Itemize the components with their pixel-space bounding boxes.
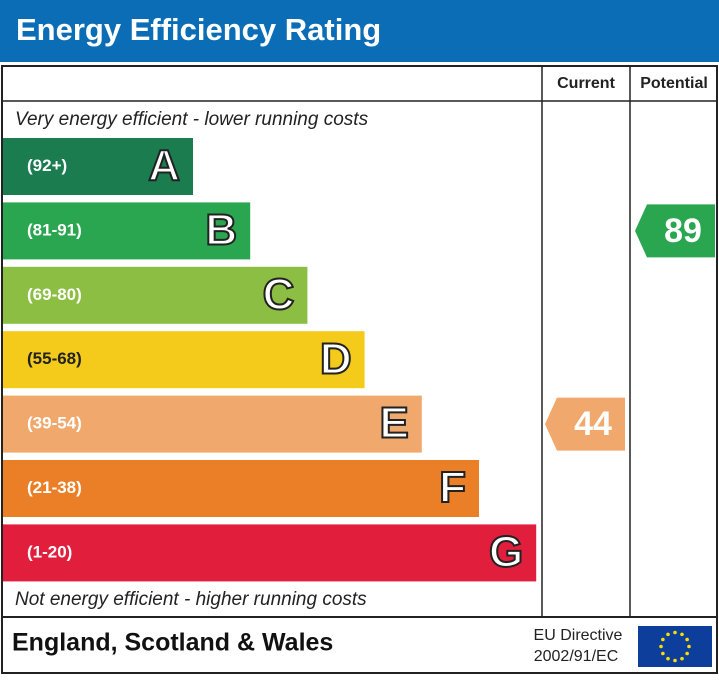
eu-stars — [659, 630, 691, 663]
band-bar — [3, 460, 479, 517]
band-letter: E — [379, 399, 408, 448]
band-range: (92+) — [27, 156, 67, 175]
rating-arrow — [545, 397, 625, 451]
bottom-note: Not energy efficient - higher running co… — [15, 589, 367, 610]
rating-value: 44 — [574, 405, 612, 443]
band-letter: F — [439, 463, 466, 512]
eu-star — [661, 637, 665, 642]
band-range: (21-38) — [27, 478, 82, 497]
band-bar — [3, 331, 365, 389]
footer-directive: EU Directive — [534, 627, 623, 644]
band-bar — [3, 266, 308, 324]
title-bar — [0, 0, 719, 62]
eu-star — [666, 632, 670, 637]
eu-star — [659, 644, 663, 649]
column-header: Potential — [640, 75, 708, 92]
band-letter: B — [205, 206, 237, 255]
band-bar — [3, 524, 537, 582]
column-header: Current — [557, 75, 615, 92]
eu-star — [673, 658, 677, 663]
top-note: Very energy efficient - lower running co… — [15, 109, 369, 130]
band-range: (1-20) — [27, 542, 72, 561]
eu-star — [685, 651, 689, 656]
frame — [1, 65, 718, 674]
eu-star — [685, 637, 689, 642]
eu-star — [680, 632, 684, 637]
band-bar — [3, 138, 193, 195]
band-range: (69-80) — [27, 285, 82, 304]
band-letter: D — [320, 334, 352, 383]
footer-directive: 2002/91/EC — [534, 648, 619, 665]
eu-star — [680, 656, 684, 661]
band-range: (55-68) — [27, 349, 82, 368]
rating-value: 89 — [664, 212, 702, 250]
eu-star — [673, 630, 677, 635]
eu-star — [687, 644, 691, 649]
band-bar — [3, 395, 422, 453]
eu-star — [661, 651, 665, 656]
band-bar — [3, 202, 251, 260]
rating-arrow — [635, 204, 715, 258]
band-letter: A — [148, 141, 180, 190]
title: Energy Efficiency Rating — [16, 12, 381, 47]
eu-star — [666, 656, 670, 661]
footer-region: England, Scotland & Wales — [12, 629, 333, 657]
band-letter: G — [489, 528, 523, 577]
band-letter: C — [263, 270, 295, 319]
band-range: (39-54) — [27, 414, 82, 433]
band-range: (81-91) — [27, 220, 82, 239]
